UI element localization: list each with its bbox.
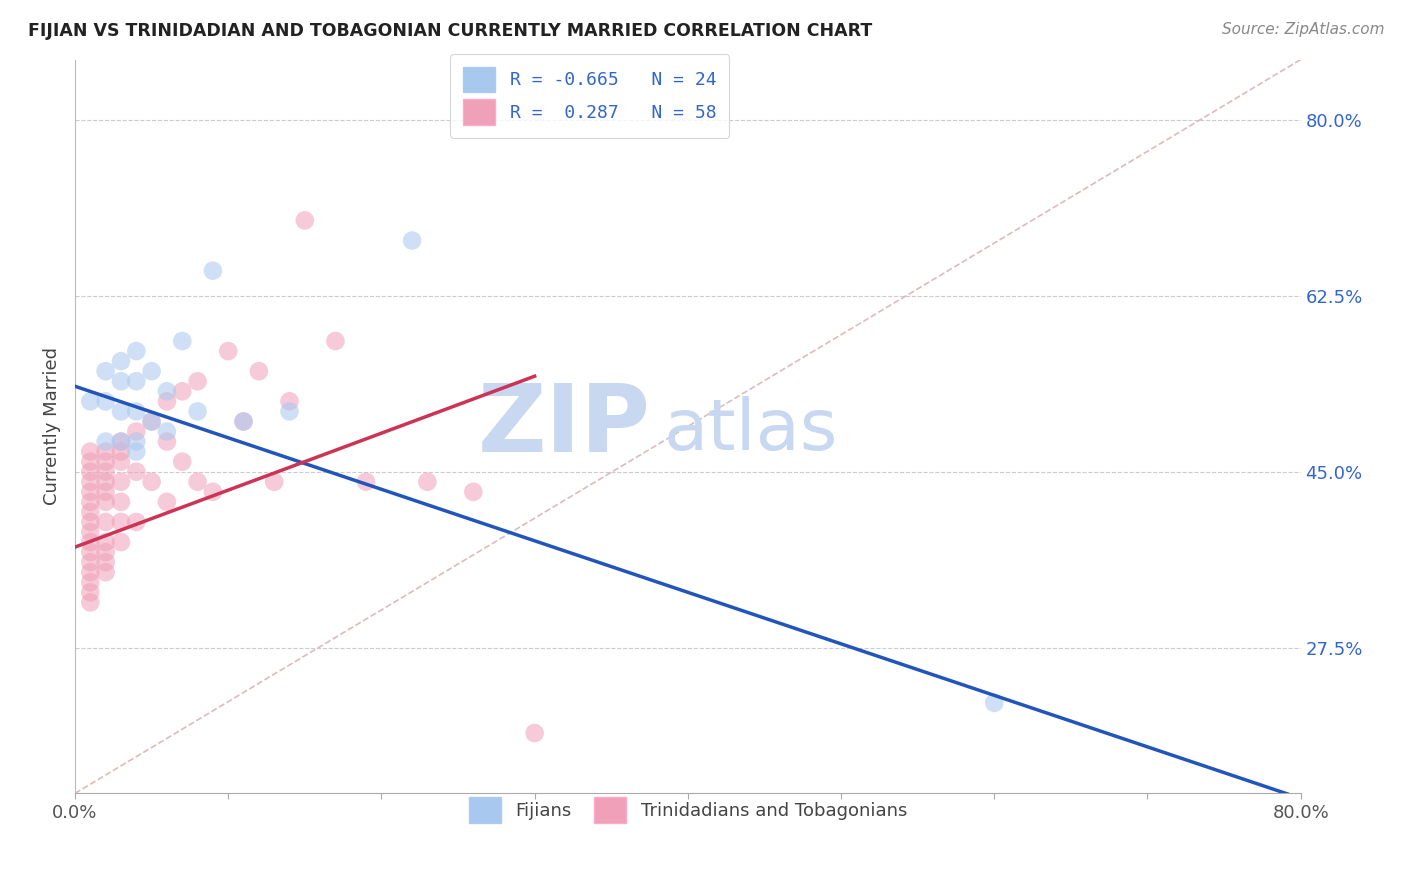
Point [94, 444, 117, 458]
Point [201, 484, 224, 499]
Point [94, 555, 117, 569]
Text: Source: ZipAtlas.com: Source: ZipAtlas.com [1222, 22, 1385, 37]
Point [79, 575, 101, 590]
Point [110, 434, 132, 449]
Point [172, 334, 194, 348]
Point [79, 515, 101, 529]
Point [463, 484, 485, 499]
Point [125, 344, 148, 359]
Point [79, 495, 101, 509]
Point [125, 404, 148, 418]
Point [79, 465, 101, 479]
Point [156, 394, 179, 409]
Point [94, 475, 117, 489]
Point [94, 455, 117, 469]
Point [94, 495, 117, 509]
Point [217, 344, 239, 359]
Point [401, 234, 423, 248]
Point [172, 384, 194, 399]
Point [247, 364, 270, 378]
Point [79, 555, 101, 569]
Point [141, 414, 163, 428]
Point [125, 434, 148, 449]
Point [125, 425, 148, 439]
Point [983, 696, 1005, 710]
Point [187, 475, 209, 489]
Point [201, 263, 224, 277]
Point [79, 566, 101, 580]
Point [79, 535, 101, 549]
Point [278, 404, 301, 418]
Point [79, 505, 101, 519]
Point [110, 354, 132, 368]
Point [94, 465, 117, 479]
Point [325, 334, 347, 348]
Point [156, 434, 179, 449]
Legend: Fijians, Trinidadians and Tobagonians: Fijians, Trinidadians and Tobagonians [456, 785, 920, 836]
Point [110, 535, 132, 549]
Point [79, 455, 101, 469]
Point [94, 484, 117, 499]
Point [79, 545, 101, 559]
Text: FIJIAN VS TRINIDADIAN AND TOBAGONIAN CURRENTLY MARRIED CORRELATION CHART: FIJIAN VS TRINIDADIAN AND TOBAGONIAN CUR… [28, 22, 872, 40]
Point [141, 414, 163, 428]
Point [110, 475, 132, 489]
Point [110, 434, 132, 449]
Point [110, 495, 132, 509]
Point [416, 475, 439, 489]
Point [294, 213, 316, 227]
Point [263, 475, 285, 489]
Point [187, 374, 209, 388]
Point [141, 364, 163, 378]
Point [94, 566, 117, 580]
Point [141, 475, 163, 489]
Point [156, 425, 179, 439]
Point [79, 444, 101, 458]
Point [110, 444, 132, 458]
Point [232, 414, 254, 428]
Point [523, 726, 546, 740]
Text: atlas: atlas [664, 396, 838, 465]
Point [187, 404, 209, 418]
Point [79, 595, 101, 609]
Point [110, 404, 132, 418]
Point [110, 455, 132, 469]
Point [125, 465, 148, 479]
Point [79, 524, 101, 539]
Point [278, 394, 301, 409]
Point [156, 384, 179, 399]
Point [79, 585, 101, 599]
Point [94, 394, 117, 409]
Point [94, 364, 117, 378]
Point [125, 515, 148, 529]
Point [79, 475, 101, 489]
Point [110, 374, 132, 388]
Point [94, 515, 117, 529]
Point [125, 374, 148, 388]
Point [94, 434, 117, 449]
Point [79, 394, 101, 409]
Point [232, 414, 254, 428]
Point [354, 475, 377, 489]
Point [156, 495, 179, 509]
Point [125, 444, 148, 458]
Point [94, 545, 117, 559]
Point [172, 455, 194, 469]
Y-axis label: Currently Married: Currently Married [44, 348, 60, 506]
Point [79, 484, 101, 499]
Text: ZIP: ZIP [478, 381, 651, 473]
Point [94, 535, 117, 549]
Point [110, 515, 132, 529]
